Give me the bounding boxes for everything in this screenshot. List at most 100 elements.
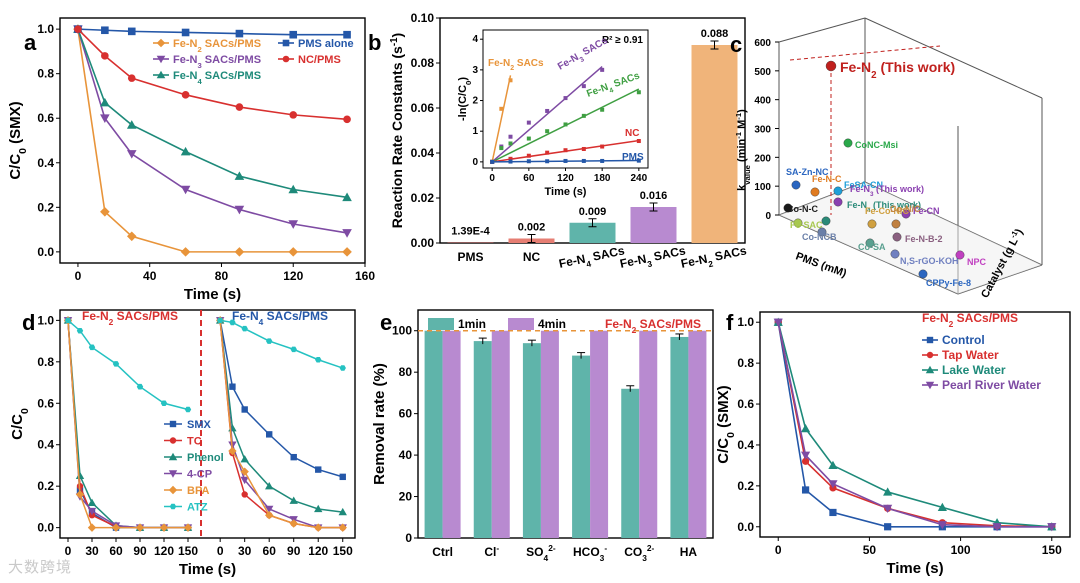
- label-part: Fe-N: [232, 309, 259, 323]
- data-point: [315, 466, 322, 473]
- point-label: Fe-CN: [913, 206, 940, 216]
- data-point: [883, 504, 893, 513]
- inset-series-label: PMS: [622, 152, 644, 163]
- label-part: 100: [951, 543, 971, 557]
- label-part: 0.6: [37, 111, 54, 125]
- label-part: 0.0: [37, 521, 54, 535]
- data-point: [168, 470, 178, 478]
- label-part: 1.0: [37, 313, 54, 327]
- label-part: 300: [754, 125, 771, 136]
- bar: [473, 341, 492, 538]
- series-line: [777, 322, 1052, 528]
- axes-frame: [417, 309, 714, 539]
- label-part: 2: [510, 65, 514, 72]
- label-part: 0: [405, 531, 412, 545]
- data-point: [289, 496, 298, 504]
- tick-label: 120: [557, 173, 574, 184]
- scatter-point: [793, 218, 803, 228]
- label-part: SACs/PMS: [263, 309, 328, 323]
- panel-letter: a: [24, 30, 37, 55]
- label-part: 120: [308, 544, 328, 558]
- data-point: [74, 25, 82, 33]
- data-label: 0.088: [701, 28, 729, 40]
- tick-label: 0.04: [411, 146, 435, 160]
- data-point: [925, 365, 935, 374]
- bar: [442, 330, 461, 538]
- label-part: 0: [19, 408, 31, 414]
- data-point: [600, 67, 605, 72]
- scatter-point: [791, 180, 801, 190]
- label-part: 120: [283, 269, 303, 283]
- data-point: [169, 503, 177, 510]
- inset-y-label: -ln(C/C0): [457, 77, 473, 121]
- bar: [572, 355, 591, 538]
- label-part: (SMX): [7, 101, 24, 148]
- data-point: [526, 153, 531, 158]
- data-point: [563, 148, 568, 153]
- data-point: [111, 523, 121, 532]
- scatter-point: [833, 197, 843, 207]
- label-part: 150: [178, 544, 198, 558]
- label-part: Fe-N: [847, 200, 867, 210]
- label-part: 400: [754, 96, 771, 107]
- label-part: Time (s): [545, 186, 587, 198]
- legend-label: Pearl River Water: [942, 378, 1041, 392]
- data-point: [342, 229, 352, 238]
- label-part: 2: [197, 45, 201, 54]
- data-point: [600, 107, 605, 112]
- data-point: [136, 383, 144, 390]
- label-part: 0: [75, 269, 82, 283]
- data-point: [499, 146, 504, 151]
- data-point: [925, 381, 935, 390]
- data-point: [315, 356, 322, 363]
- category-label: HA: [680, 545, 698, 559]
- data-label: 1.39E-4: [451, 226, 490, 238]
- label-part: NC: [625, 128, 639, 139]
- data-point: [338, 523, 347, 532]
- series-line: [219, 320, 343, 529]
- inset-annotation: R² ≥ 0.91: [602, 35, 643, 46]
- tick-label: 120: [283, 269, 303, 283]
- data-point: [180, 185, 191, 195]
- label-part: 0.00: [411, 236, 435, 250]
- data-point: [181, 91, 190, 99]
- tick-label: 0.06: [411, 101, 435, 115]
- legend-label: Fe-N2 SACs/PMS: [173, 38, 261, 54]
- data-point: [288, 247, 299, 257]
- y-axis-label: C/C0 (SMX): [715, 385, 737, 463]
- data-point: [926, 336, 934, 344]
- point-label: NPC: [967, 257, 987, 267]
- tick-label: 0.10: [411, 11, 435, 25]
- label-part: FeSA-CN: [844, 180, 883, 190]
- label-part: Co-SA: [858, 242, 886, 252]
- label-part: SA-Zn-NC: [786, 167, 829, 177]
- data-point: [581, 146, 586, 151]
- data-point: [545, 108, 550, 113]
- label-part: HA: [680, 545, 698, 559]
- label-part: 0.6: [37, 396, 54, 410]
- tick-label: 0.2: [37, 479, 54, 493]
- tick-label: 0.2: [37, 200, 54, 214]
- label-part: 0.0: [37, 245, 54, 259]
- label-part: Fe-N: [558, 252, 587, 271]
- bar: [424, 330, 443, 538]
- label-part: 0.4: [37, 438, 54, 452]
- label-part: 0.10: [411, 11, 435, 25]
- label-part: 0.08: [411, 56, 435, 70]
- label-part: 0.2: [37, 200, 54, 214]
- legend-label: Lake Water: [942, 363, 1006, 377]
- tick-label: 100: [951, 543, 971, 557]
- data-point: [87, 498, 97, 506]
- label-part: 2: [632, 325, 637, 335]
- data-point: [216, 317, 224, 324]
- data-point: [600, 158, 605, 163]
- label-part: 0: [472, 157, 478, 168]
- label-part: 0.04: [411, 146, 435, 160]
- label-part: 4min: [538, 317, 566, 331]
- label-part: Time (s): [179, 561, 236, 578]
- data-point: [343, 30, 351, 39]
- label-part: 0: [489, 173, 495, 184]
- data-point: [234, 171, 245, 180]
- label-part: 0: [17, 148, 29, 154]
